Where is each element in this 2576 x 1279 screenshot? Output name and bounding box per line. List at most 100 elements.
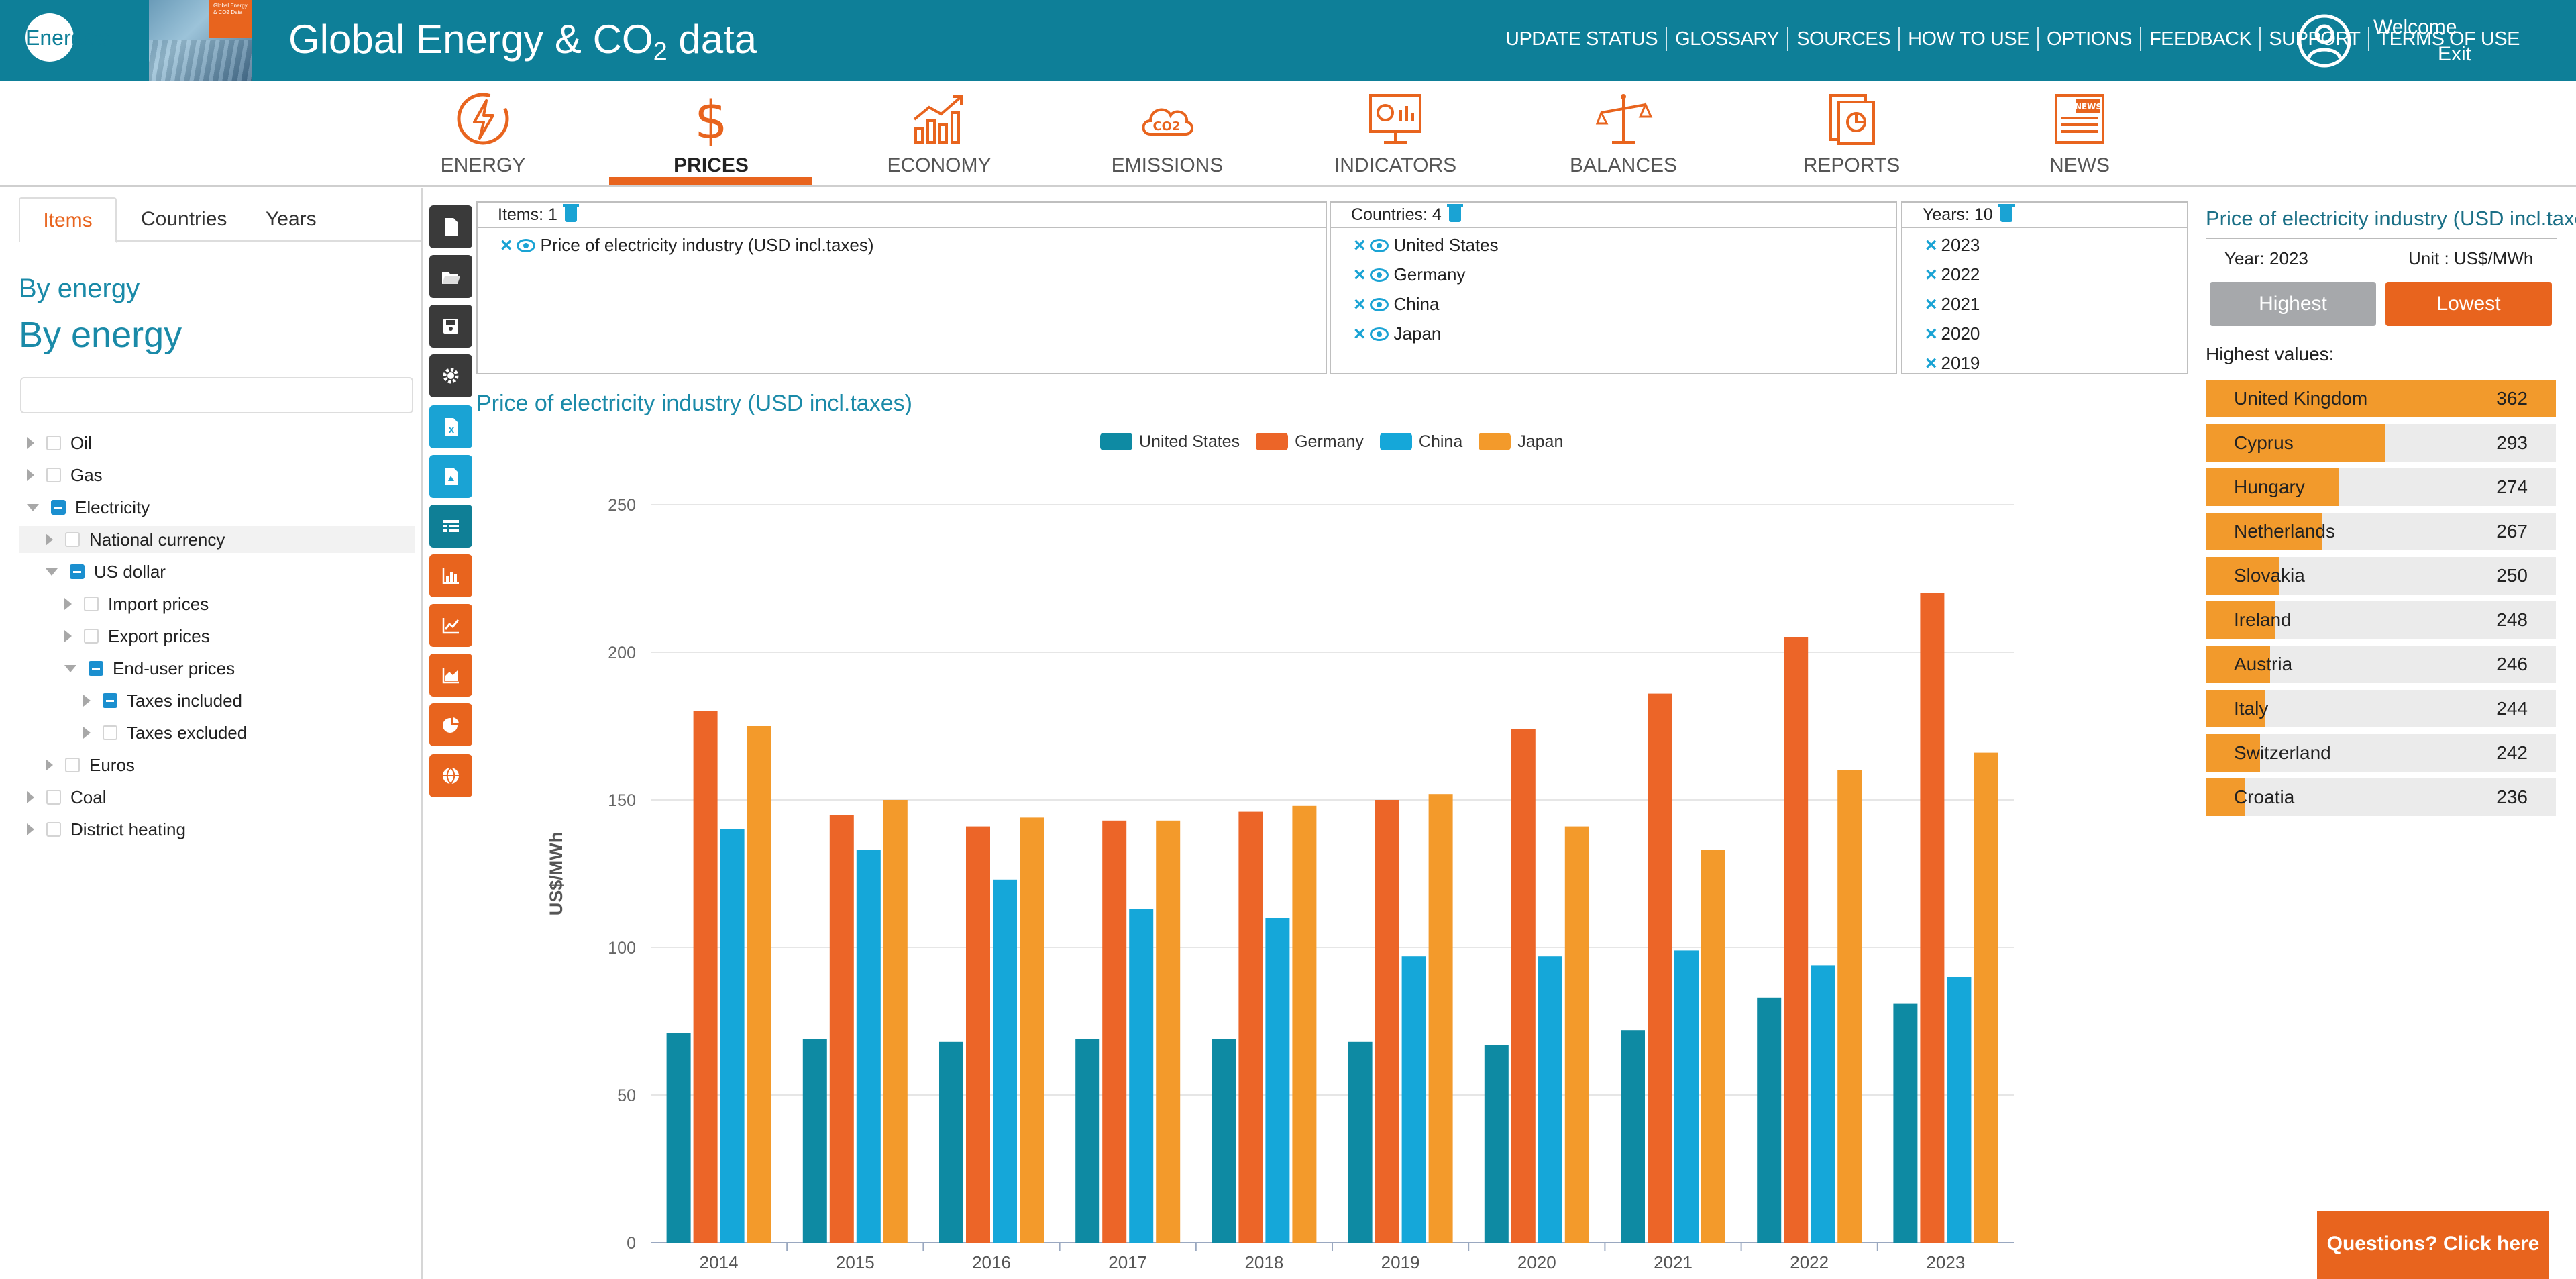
breadcrumb-by-energy[interactable]: By energy (19, 274, 140, 303)
tree-checkbox[interactable] (51, 500, 66, 515)
tree-node-euros[interactable]: Euros (46, 752, 135, 778)
bar-germany-2020[interactable] (1511, 729, 1536, 1243)
top-link-terms-of-use[interactable]: TERMS OF USE (2368, 27, 2528, 51)
exit-link[interactable]: Exit (2438, 43, 2472, 65)
tree-node-taxes-excluded[interactable]: Taxes excluded (83, 719, 247, 746)
tree-node-end-user-prices[interactable]: End-user prices (64, 655, 235, 682)
bar-united-states-2023[interactable] (1893, 1003, 1918, 1243)
nav-reports[interactable]: REPORTS (1751, 90, 1952, 185)
bar-china-2019[interactable] (1401, 956, 1426, 1243)
ranking-row[interactable]: Slovakia 250 (2206, 557, 2556, 595)
remove-x-icon[interactable]: × (1925, 322, 1937, 345)
visibility-eye-icon[interactable] (1369, 297, 1389, 311)
tree-node-oil[interactable]: Oil (27, 429, 92, 456)
caret-right-icon[interactable] (83, 727, 91, 739)
clear-years-trash-icon[interactable] (1998, 204, 2015, 222)
area-chart-button[interactable] (429, 654, 472, 697)
bar-germany-2023[interactable] (1920, 593, 1945, 1243)
visibility-eye-icon[interactable] (1369, 268, 1389, 282)
caret-right-icon[interactable] (64, 630, 72, 642)
nav-balances[interactable]: BALANCES (1523, 90, 1724, 185)
bar-chart-button[interactable] (429, 554, 472, 597)
ranking-row[interactable]: Cyprus 293 (2206, 424, 2556, 462)
caret-down-icon[interactable] (64, 664, 76, 672)
top-link-support[interactable]: SUPPORT (2259, 27, 2368, 51)
bar-japan-2015[interactable] (883, 800, 908, 1243)
tree-checkbox[interactable] (65, 758, 80, 772)
tab-years[interactable]: Years (266, 208, 317, 230)
table-view-button[interactable] (429, 505, 472, 548)
lowest-button[interactable]: Lowest (2385, 282, 2552, 326)
legend-item[interactable]: Germany (1256, 432, 1364, 452)
legend-item[interactable]: Japan (1479, 432, 1563, 452)
top-link-update-status[interactable]: UPDATE STATUS (1505, 28, 1658, 50)
ranking-row[interactable]: Italy 244 (2206, 690, 2556, 727)
tree-checkbox[interactable] (46, 468, 61, 482)
tab-countries[interactable]: Countries (141, 208, 227, 230)
logo[interactable]: Enerdata (25, 25, 113, 50)
bar-china-2018[interactable] (1265, 918, 1290, 1243)
visibility-eye-icon[interactable] (1369, 327, 1389, 341)
bar-china-2017[interactable] (1129, 909, 1154, 1243)
nav-energy[interactable]: ENERGY (382, 90, 584, 185)
pie-chart-button[interactable] (429, 703, 472, 746)
bar-japan-2018[interactable] (1292, 805, 1317, 1243)
caret-right-icon[interactable] (83, 695, 91, 707)
visibility-eye-icon[interactable] (1369, 238, 1389, 252)
caret-right-icon[interactable] (64, 598, 72, 610)
bar-germany-2022[interactable] (1784, 637, 1809, 1243)
tree-checkbox[interactable] (84, 597, 99, 611)
remove-x-icon[interactable]: × (1354, 234, 1366, 256)
bar-china-2014[interactable] (720, 829, 745, 1243)
save-button[interactable] (429, 305, 472, 348)
tab-items[interactable]: Items (19, 197, 117, 243)
bar-united-states-2020[interactable] (1484, 1045, 1509, 1243)
gear-button[interactable] (429, 354, 472, 397)
caret-right-icon[interactable] (27, 469, 34, 481)
tree-checkbox[interactable] (46, 790, 61, 805)
excel-export-button[interactable]: X (429, 405, 472, 448)
bar-united-states-2019[interactable] (1348, 1041, 1373, 1243)
ranking-row[interactable]: Hungary 274 (2206, 468, 2556, 506)
ranking-row[interactable]: Ireland 248 (2206, 601, 2556, 639)
remove-x-icon[interactable]: × (1354, 293, 1366, 315)
ranking-row[interactable]: Croatia 236 (2206, 778, 2556, 816)
file-button[interactable] (429, 205, 472, 248)
bar-china-2022[interactable] (1811, 965, 1835, 1243)
clear-items-trash-icon[interactable] (562, 204, 579, 222)
remove-x-icon[interactable]: × (1925, 352, 1937, 374)
remove-x-icon[interactable]: × (1354, 322, 1366, 345)
tree-node-electricity[interactable]: Electricity (27, 494, 150, 521)
nav-indicators[interactable]: INDICATORS (1295, 90, 1496, 185)
remove-x-icon[interactable]: × (1925, 234, 1937, 256)
tree-checkbox[interactable] (46, 436, 61, 450)
bar-united-states-2017[interactable] (1075, 1039, 1100, 1243)
tree-node-district-heating[interactable]: District heating (27, 816, 186, 843)
top-link-feedback[interactable]: FEEDBACK (2139, 27, 2259, 51)
tree-checkbox[interactable] (65, 532, 80, 547)
bar-japan-2017[interactable] (1156, 820, 1181, 1243)
bar-united-states-2021[interactable] (1621, 1030, 1645, 1243)
top-link-sources[interactable]: SOURCES (1787, 27, 1898, 51)
highest-button[interactable]: Highest (2210, 282, 2376, 326)
legend-item[interactable]: China (1379, 432, 1462, 452)
questions-help-button[interactable]: Questions? Click here (2317, 1211, 2549, 1279)
bar-united-states-2014[interactable] (666, 1033, 691, 1243)
line-chart-button[interactable] (429, 604, 472, 647)
nav-prices[interactable]: $ PRICES (610, 90, 812, 185)
top-link-how-to-use[interactable]: HOW TO USE (1898, 27, 2037, 51)
tree-node-us-dollar[interactable]: US dollar (46, 558, 166, 585)
bar-japan-2020[interactable] (1564, 826, 1589, 1243)
tree-node-coal[interactable]: Coal (27, 784, 106, 811)
bar-germany-2016[interactable] (966, 826, 990, 1243)
caret-down-icon[interactable] (27, 503, 39, 511)
bar-japan-2016[interactable] (1020, 817, 1044, 1243)
user-account-icon[interactable] (2297, 13, 2352, 68)
remove-x-icon[interactable]: × (500, 234, 513, 256)
clear-countries-trash-icon[interactable] (1446, 204, 1463, 222)
top-link-glossary[interactable]: GLOSSARY (1666, 27, 1787, 51)
bar-united-states-2018[interactable] (1212, 1039, 1236, 1243)
bar-china-2023[interactable] (1947, 977, 1972, 1243)
bar-united-states-2016[interactable] (939, 1041, 963, 1243)
caret-right-icon[interactable] (46, 533, 53, 546)
